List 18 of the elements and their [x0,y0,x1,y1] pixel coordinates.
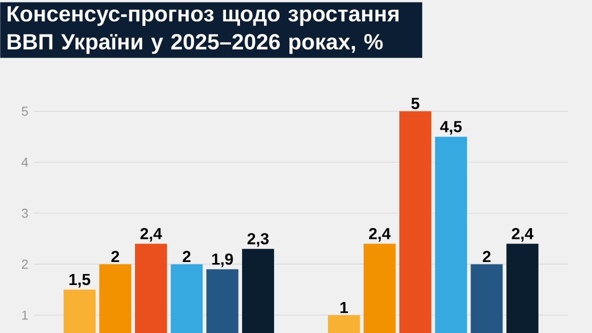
y-tick-label: 1 [22,310,28,320]
data-label: 1,9 [212,253,233,268]
y-tick-label: 3 [22,208,28,218]
data-label: 2,4 [512,228,534,242]
data-label: 2 [482,250,491,262]
data-label: 2 [111,250,120,262]
y-tick-label: 4 [22,158,28,167]
data-label: 5 [411,98,420,110]
data-label: 1,5 [69,274,90,288]
data-label: 1 [340,302,348,313]
data-label: 2,4 [369,228,391,242]
y-tick-label: 5 [22,106,28,116]
data-label: 4,5 [440,121,462,135]
data-label: 2,3 [248,233,269,247]
y-tick-label: 2 [22,260,28,269]
data-label: 2,4 [140,228,162,242]
chart-title: Консенсус-прогноз щодо зростання ВВП України у 2025–2026 роках, % [8,6,398,54]
data-label: 2 [182,250,190,262]
